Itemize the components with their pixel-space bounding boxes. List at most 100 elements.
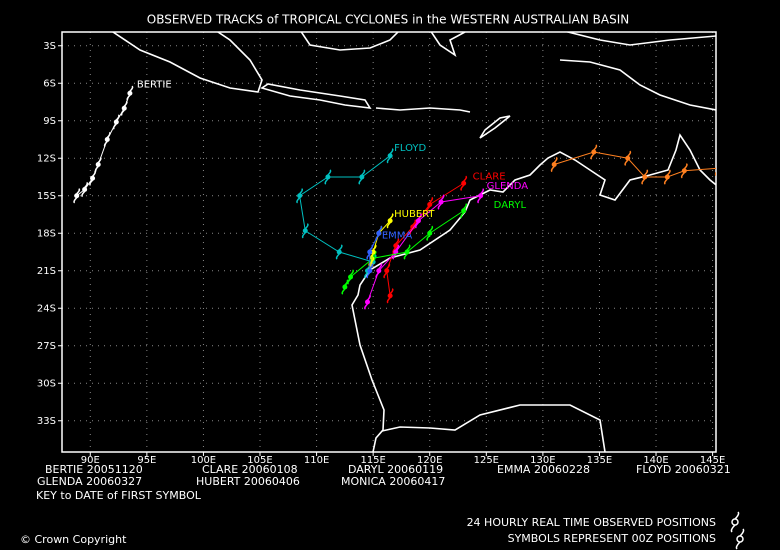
symbol-tail <box>126 85 134 101</box>
symbol-core <box>404 249 410 255</box>
x-tick-label: 125E <box>474 455 499 466</box>
position-symbol <box>590 144 598 160</box>
track-label: GLENDA <box>487 181 529 192</box>
symbol-tail <box>386 148 394 164</box>
symbol-tail <box>624 150 632 166</box>
footer-line: SYMBOLS REPRESENT 00Z POSITIONS <box>508 532 716 545</box>
position-symbol <box>437 194 445 210</box>
symbol-tail <box>335 244 343 260</box>
symbol-core <box>90 175 96 181</box>
y-tick-label: 24S <box>37 303 56 314</box>
symbol-tail <box>301 223 309 239</box>
symbol-core <box>478 193 484 199</box>
position-symbol <box>94 156 102 173</box>
symbol-core <box>82 187 88 192</box>
position-symbol <box>301 223 309 239</box>
y-tick-label: 9S <box>43 116 56 127</box>
symbol-tail <box>369 244 377 260</box>
key-note: KEY to DATE of FIRST SYMBOL <box>36 489 202 502</box>
sumatra <box>111 32 263 93</box>
track-line <box>299 155 391 272</box>
track-label: CLARE <box>473 171 506 182</box>
position-symbol <box>460 203 468 219</box>
borneo <box>300 32 400 51</box>
symbol-tail <box>103 131 111 148</box>
symbol-core <box>461 180 467 186</box>
symbol-core <box>410 224 416 230</box>
position-symbol <box>81 181 89 198</box>
plot-frame <box>61 31 717 453</box>
symbol-tail <box>460 203 468 219</box>
track-label: BERTIE <box>137 79 172 90</box>
symbol-tail <box>386 288 394 304</box>
legend-entry: CLARE 20060108 <box>202 463 298 476</box>
symbol-tail <box>81 181 89 198</box>
y-tick-label: 18S <box>37 228 56 239</box>
coastlines <box>111 32 716 452</box>
symbol-core <box>393 243 399 249</box>
position-symbol <box>680 163 688 179</box>
symbol-tail <box>375 225 383 241</box>
track-line <box>344 210 464 288</box>
symbol-core <box>367 249 373 255</box>
title: OBSERVED TRACKS of TROPICAL CYCLONES in … <box>147 13 630 27</box>
symbol-tail <box>366 244 374 260</box>
position-symbol <box>477 188 485 204</box>
symbol-tail <box>120 100 128 116</box>
position-symbol <box>126 85 134 101</box>
position-symbol <box>624 150 632 166</box>
symbol-core <box>625 155 631 161</box>
position-symbol <box>426 225 434 241</box>
legend-entry: DARYL 20060119 <box>348 463 443 476</box>
lesser-sunda <box>375 107 471 113</box>
position-symbol <box>386 288 394 304</box>
symbol-core <box>664 174 670 180</box>
symbol-tail <box>663 169 671 185</box>
y-tick-label: 6S <box>43 78 56 89</box>
x-tick-label: 110E <box>304 455 329 466</box>
symbol-tail <box>415 213 422 229</box>
position-symbol <box>335 244 343 260</box>
australia-south-coast <box>381 404 606 452</box>
symbol-core <box>376 268 382 274</box>
symbol-core <box>387 218 393 224</box>
position-symbol <box>550 156 558 173</box>
y-tick-label: 3S <box>43 41 56 52</box>
symbol-tail <box>714 171 716 176</box>
symbol-tail <box>94 156 102 173</box>
symbol-core <box>393 249 399 255</box>
symbol-core <box>384 268 390 274</box>
legend: BERTIE 20051120 CLARE 20060108 DARYL 20060… <box>37 463 731 488</box>
position-symbol <box>89 170 96 186</box>
y-tick-label: 12S <box>37 153 56 164</box>
x-tick-label: 115E <box>360 455 385 466</box>
x-tick-label: 120E <box>417 455 442 466</box>
legend-entry: FLOYD 20060321 <box>636 463 731 476</box>
symbol-core <box>415 218 421 224</box>
y-tick-label: 15S <box>37 191 56 202</box>
position-symbol <box>347 269 354 285</box>
position-symbol <box>403 244 411 260</box>
symbol-core <box>104 137 110 142</box>
position-symbol <box>366 244 374 260</box>
position-symbol <box>358 169 366 185</box>
y-tick-label: 33S <box>37 416 56 427</box>
symbol-core <box>551 162 557 167</box>
position-symbol <box>641 169 649 185</box>
symbol-core <box>348 274 354 280</box>
symbol-tail <box>112 114 120 130</box>
symbol-tail <box>383 263 391 279</box>
symbol-core <box>74 193 80 199</box>
x-tick-label: 105E <box>247 455 272 466</box>
x-tick-label: 135E <box>587 455 612 466</box>
symbol-core <box>438 199 444 205</box>
grid <box>58 32 716 456</box>
position-symbol <box>386 213 394 229</box>
position-symbol <box>375 225 383 241</box>
symbol-core <box>387 153 393 159</box>
symbol-core <box>113 119 119 125</box>
symbol-tail <box>341 279 349 295</box>
symbol-core <box>387 293 393 299</box>
